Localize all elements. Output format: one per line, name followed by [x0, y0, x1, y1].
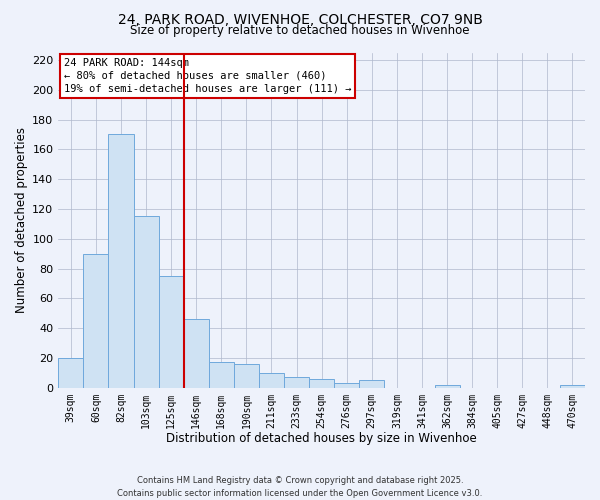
Bar: [259, 373, 284, 388]
Bar: [284, 378, 309, 388]
Bar: [184, 319, 209, 388]
Bar: [109, 134, 134, 388]
Bar: [209, 362, 234, 388]
Bar: [334, 384, 359, 388]
X-axis label: Distribution of detached houses by size in Wivenhoe: Distribution of detached houses by size …: [166, 432, 477, 445]
Bar: [359, 380, 385, 388]
Bar: [434, 384, 460, 388]
Text: Size of property relative to detached houses in Wivenhoe: Size of property relative to detached ho…: [130, 24, 470, 37]
Bar: [560, 384, 585, 388]
Bar: [58, 358, 83, 388]
Bar: [309, 379, 334, 388]
Y-axis label: Number of detached properties: Number of detached properties: [15, 127, 28, 313]
Bar: [83, 254, 109, 388]
Bar: [234, 364, 259, 388]
Bar: [158, 276, 184, 388]
Text: Contains HM Land Registry data © Crown copyright and database right 2025.
Contai: Contains HM Land Registry data © Crown c…: [118, 476, 482, 498]
Text: 24, PARK ROAD, WIVENHOE, COLCHESTER, CO7 9NB: 24, PARK ROAD, WIVENHOE, COLCHESTER, CO7…: [118, 12, 482, 26]
Text: 24 PARK ROAD: 144sqm
← 80% of detached houses are smaller (460)
19% of semi-deta: 24 PARK ROAD: 144sqm ← 80% of detached h…: [64, 58, 351, 94]
Bar: [134, 216, 158, 388]
